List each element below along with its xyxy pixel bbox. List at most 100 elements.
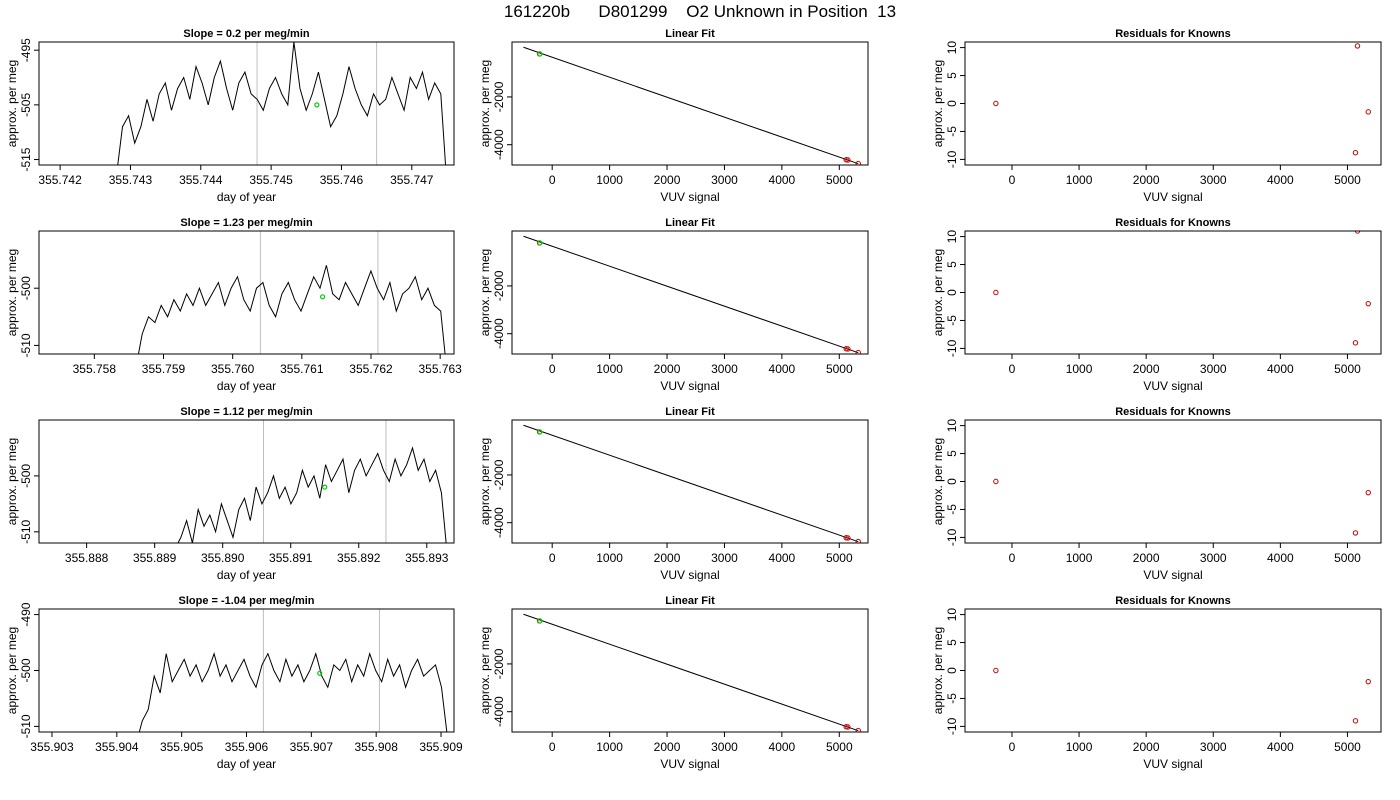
x-tick-label: 355.763 xyxy=(418,362,462,376)
x-tick-label: 5000 xyxy=(826,740,853,754)
panel-title: Linear Fit xyxy=(665,595,715,607)
x-tick-label: 3000 xyxy=(711,362,738,376)
y-tick-label: -2000 xyxy=(492,270,506,301)
panel-12: Residuals for Knowns 0 1000 2000 3000 4000 500… xyxy=(931,595,1382,771)
panel-2: Linear Fit 0 1000 2000 3000 4000 5000 -2000 -400… xyxy=(478,28,869,204)
panel-11: Linear Fit 0 1000 2000 3000 4000 5000 -2000 -400… xyxy=(478,595,869,771)
known-point xyxy=(993,289,999,296)
known-point xyxy=(1365,109,1371,115)
plot-frame xyxy=(511,608,869,733)
data-trace xyxy=(138,652,448,732)
y-tick-label: -10 xyxy=(945,150,959,168)
fit-line xyxy=(523,424,859,543)
panel-title: Slope = 1.12 per meg/min xyxy=(180,406,313,418)
y-tick-label: -10 xyxy=(945,528,959,546)
x-tick-label: 0 xyxy=(549,362,556,376)
y-tick-label: -10 xyxy=(945,717,959,735)
y-tick-label: -510 xyxy=(19,519,33,543)
plot-frame xyxy=(511,419,869,544)
x-tick-label: 1000 xyxy=(1066,362,1093,376)
y-tick-label: -515 xyxy=(19,147,33,171)
y-tick-label: 0 xyxy=(945,667,959,674)
known-point xyxy=(993,100,999,107)
y-axis-label: approx. per meg xyxy=(478,60,492,147)
data-trace xyxy=(117,42,447,165)
x-tick-label: 355.909 xyxy=(419,740,463,754)
x-axis-label: VUV signal xyxy=(1143,757,1202,771)
known-point xyxy=(1352,530,1359,536)
x-tick-label: 0 xyxy=(549,740,556,754)
x-tick-label: 355.888 xyxy=(65,551,109,565)
y-tick-label: -2000 xyxy=(492,81,506,112)
plot-frame xyxy=(964,230,1382,355)
panel-title: Linear Fit xyxy=(665,217,715,229)
y-tick-label: 5 xyxy=(945,72,959,79)
x-tick-label: 0 xyxy=(1009,173,1016,187)
x-tick-label: 0 xyxy=(1009,551,1016,565)
panel-title: Linear Fit xyxy=(665,28,715,40)
x-tick-label: 4000 xyxy=(769,740,796,754)
x-tick-label: 2000 xyxy=(654,173,681,187)
x-tick-label: 355.746 xyxy=(320,173,364,187)
x-tick-label: 355.760 xyxy=(211,362,255,376)
highlight-point xyxy=(537,618,543,624)
x-tick-label: 355.906 xyxy=(225,740,269,754)
x-axis-label: VUV signal xyxy=(1143,568,1202,582)
y-tick-label: -510 xyxy=(19,714,33,738)
y-axis-label: approx. per meg xyxy=(478,438,492,525)
y-tick-label: -4000 xyxy=(492,318,506,349)
x-tick-label: 355.892 xyxy=(337,551,381,565)
x-tick-label: 2000 xyxy=(654,551,681,565)
y-tick-label: -505 xyxy=(19,93,33,117)
panel-4: Slope = 1.23 per meg/min 355.758 355.759 35… xyxy=(5,217,462,393)
plot-data xyxy=(138,609,448,732)
y-tick-label: -495 xyxy=(19,38,33,62)
x-tick-label: 4000 xyxy=(769,551,796,565)
x-axis-label: day of year xyxy=(217,379,276,393)
y-tick-label: 0 xyxy=(945,478,959,485)
y-tick-label: 0 xyxy=(945,100,959,107)
plot-data xyxy=(993,231,1371,346)
known-point xyxy=(1365,300,1371,307)
y-axis-label: approx. per meg xyxy=(931,627,945,714)
x-tick-label: 0 xyxy=(549,551,556,565)
y-tick-label: -500 xyxy=(19,276,33,300)
y-axis-label: approx. per meg xyxy=(5,438,19,525)
y-tick-label: -5 xyxy=(945,693,959,704)
known-point xyxy=(993,478,999,485)
figure-title: 161220b D801299 O2 Unknown in Position 1… xyxy=(503,2,897,21)
x-tick-label: 3000 xyxy=(1200,551,1227,565)
x-tick-label: 1000 xyxy=(596,362,623,376)
x-tick-label: 0 xyxy=(1009,362,1016,376)
x-tick-label: 355.908 xyxy=(354,740,398,754)
x-tick-label: 2000 xyxy=(654,740,681,754)
plot-data xyxy=(993,478,1371,536)
y-tick-label: 10 xyxy=(945,608,959,622)
fit-line xyxy=(523,235,859,354)
highlight-point xyxy=(537,429,543,435)
plot-data xyxy=(177,420,447,543)
x-tick-label: 5000 xyxy=(1334,173,1361,187)
x-tick-label: 5000 xyxy=(826,551,853,565)
fit-line xyxy=(523,46,859,165)
x-tick-label: 355.891 xyxy=(269,551,313,565)
x-axis-label: day of year xyxy=(217,757,276,771)
x-tick-label: 3000 xyxy=(711,551,738,565)
plot-frame xyxy=(38,230,455,355)
plot-frame xyxy=(38,41,455,166)
y-tick-label: 0 xyxy=(945,289,959,296)
highlight-point xyxy=(314,102,320,108)
known-point xyxy=(845,346,851,352)
x-tick-label: 2000 xyxy=(1133,362,1160,376)
x-tick-label: 4000 xyxy=(1267,362,1294,376)
x-tick-label: 355.758 xyxy=(73,362,117,376)
x-axis-label: VUV signal xyxy=(660,190,719,204)
plot-data xyxy=(523,613,861,732)
x-tick-label: 0 xyxy=(1009,740,1016,754)
known-point xyxy=(1352,150,1359,156)
plot-data xyxy=(523,235,861,354)
x-axis-label: day of year xyxy=(217,190,276,204)
y-tick-label: -2000 xyxy=(492,459,506,490)
y-tick-label: -10 xyxy=(945,339,959,357)
x-tick-label: 1000 xyxy=(596,173,623,187)
